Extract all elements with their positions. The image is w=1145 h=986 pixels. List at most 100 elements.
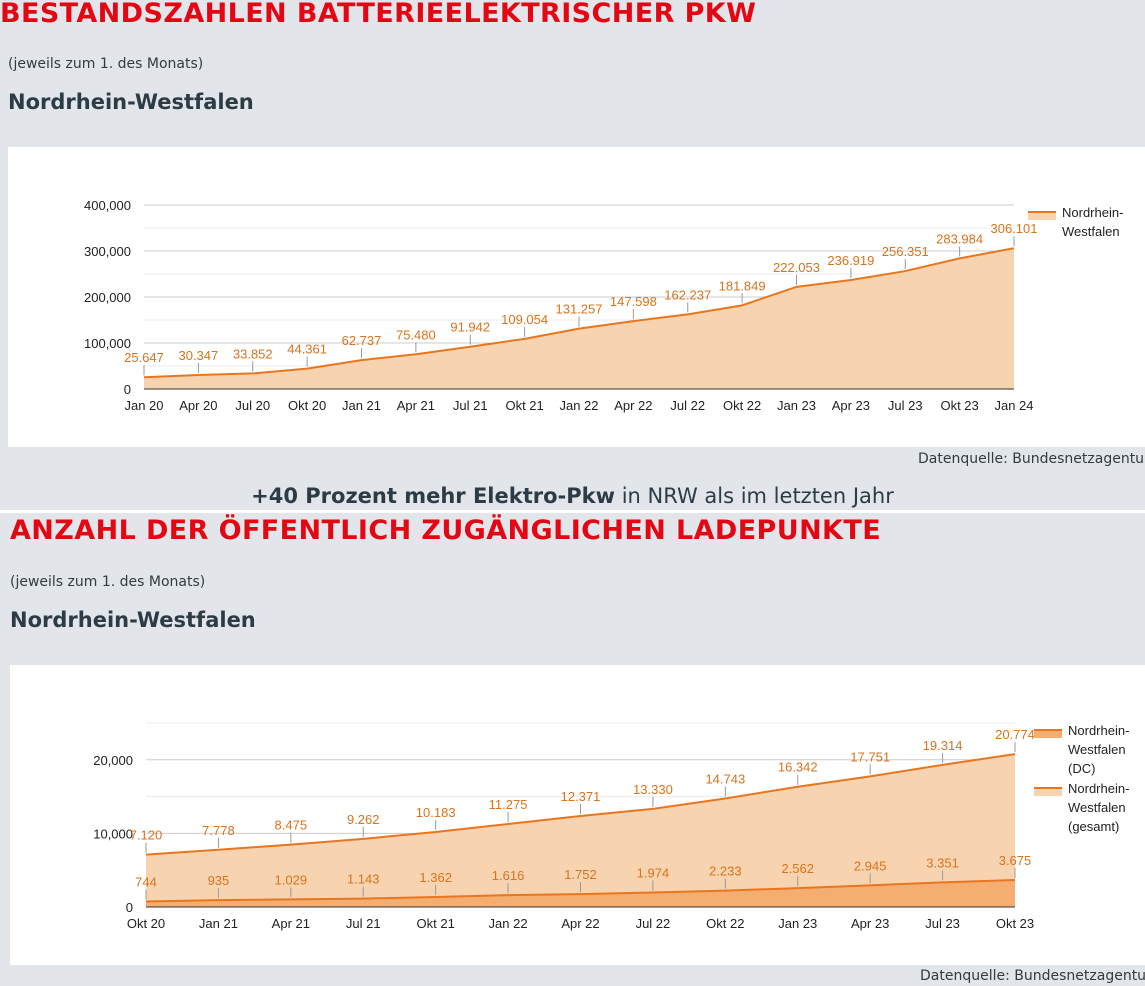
data-label: 10.183 <box>416 805 456 820</box>
data-label: 236.919 <box>827 253 874 268</box>
section-title: ANZAHL DER ÖFFENTLICH ZUGÄNGLICHEN LADEP… <box>10 515 882 546</box>
data-label: 222.053 <box>773 260 820 275</box>
region-title: Nordrhein-Westfalen <box>10 608 256 632</box>
data-label: 11.275 <box>489 797 528 812</box>
series-area <box>144 248 1014 389</box>
data-label: 33.852 <box>233 346 273 361</box>
x-tick-label: Jan 20 <box>124 398 163 413</box>
data-label: 25.647 <box>124 350 164 365</box>
y-tick-label: 0 <box>126 900 133 915</box>
x-tick-label: Jan 23 <box>778 916 817 931</box>
divider <box>0 510 1145 513</box>
y-tick-label: 100,000 <box>84 336 131 351</box>
data-label: 19.314 <box>923 738 963 753</box>
headline-rest: in NRW als im letzten Jahr <box>615 484 894 508</box>
headline: +40 Prozent mehr Elektro-Pkw in NRW als … <box>0 484 1145 508</box>
x-tick-label: Jul 21 <box>346 916 381 931</box>
x-tick-label: Jul 22 <box>670 398 705 413</box>
x-tick-label: Apr 20 <box>179 398 217 413</box>
data-label: 283.984 <box>936 231 983 246</box>
data-source: Datenquelle: Bundesnetzagentur <box>920 968 1145 984</box>
series-line <box>145 878 1016 903</box>
data-label: 2.562 <box>781 861 814 876</box>
data-label: 1.029 <box>275 872 308 887</box>
data-label: 1.616 <box>492 868 525 883</box>
data-label: 62.737 <box>342 333 382 348</box>
x-tick-label: Okt 23 <box>940 398 978 413</box>
legend-swatch <box>1034 730 1062 738</box>
x-tick-label: Apr 23 <box>851 916 889 931</box>
data-label: 17.751 <box>850 749 890 764</box>
x-tick-label: Apr 23 <box>832 398 870 413</box>
data-label: 16.342 <box>778 760 818 775</box>
section-subtitle: (jeweils zum 1. des Monats) <box>8 56 204 72</box>
data-label: 109.054 <box>501 312 548 327</box>
y-tick-label: 400,000 <box>84 198 131 213</box>
section-title: BESTANDSZAHLEN BATTERIEELEKTRISCHER PKW <box>0 0 757 29</box>
data-label: 7.120 <box>130 828 163 843</box>
x-tick-label: Apr 21 <box>397 398 435 413</box>
data-label: 2.945 <box>854 858 887 873</box>
data-label: 2.233 <box>709 864 742 879</box>
legend-swatch <box>1028 212 1056 220</box>
x-tick-label: Jan 24 <box>994 398 1033 413</box>
x-tick-label: Jul 21 <box>453 398 488 413</box>
data-label: 1.974 <box>637 865 670 880</box>
data-label: 12.371 <box>561 789 601 804</box>
data-label: 256.351 <box>882 244 929 259</box>
data-label: 91.942 <box>450 320 490 335</box>
legend-label: Westfalen <box>1068 742 1126 757</box>
x-tick-label: Okt 21 <box>417 916 455 931</box>
x-tick-label: Jul 23 <box>888 398 923 413</box>
data-label: 1.143 <box>347 872 380 887</box>
data-label: 9.262 <box>347 812 380 827</box>
data-label: 181.849 <box>719 278 766 293</box>
data-label: 3.351 <box>926 855 959 870</box>
legend-label: Westfalen <box>1062 224 1120 239</box>
data-label: 30.347 <box>178 348 218 363</box>
data-label: 3.675 <box>999 853 1032 868</box>
x-tick-label: Jan 21 <box>342 398 381 413</box>
chart-charging-points-svg: 0 10,000 20,000 744 935 1.029 1.143 1.362 1.616 1… <box>93 722 1129 931</box>
data-label: 935 <box>208 873 230 888</box>
data-label: 44.361 <box>287 342 327 357</box>
legend-label: Nordrhein- <box>1068 781 1129 796</box>
y-tick-label: 0 <box>124 382 131 397</box>
section-subtitle: (jeweils zum 1. des Monats) <box>10 574 206 590</box>
legend-label: Nordrhein- <box>1062 205 1123 220</box>
x-tick-label: Jul 20 <box>235 398 270 413</box>
x-tick-label: Okt 22 <box>723 398 761 413</box>
section-charging-points: ANZAHL DER ÖFFENTLICH ZUGÄNGLICHEN LADEP… <box>0 513 1145 986</box>
legend-label: Nordrhein- <box>1068 723 1129 738</box>
series-area <box>146 754 1015 907</box>
x-tick-label: Okt 20 <box>127 916 165 931</box>
data-label: 7.778 <box>202 823 235 838</box>
x-tick-label: Jul 23 <box>925 916 960 931</box>
data-label: 1.362 <box>419 870 452 885</box>
data-label: 147.598 <box>610 294 657 309</box>
series-line <box>143 247 1015 379</box>
legend-label: Westfalen <box>1068 800 1126 815</box>
series-area <box>146 879 1015 907</box>
x-tick-label: Okt 23 <box>996 916 1034 931</box>
headline-bold: +40 Prozent mehr Elektro-Pkw <box>251 484 616 508</box>
region-title: Nordrhein-Westfalen <box>8 90 254 114</box>
chart-charging-points: 0 10,000 20,000 744 935 1.029 1.143 1.362 1.616 1… <box>10 665 1145 965</box>
x-tick-label: Jan 23 <box>777 398 816 413</box>
x-tick-label: Apr 21 <box>272 916 310 931</box>
data-label: 20.774 <box>995 727 1035 742</box>
data-label: 75.480 <box>396 327 436 342</box>
data-label: 14.743 <box>705 771 745 786</box>
y-tick-label: 300,000 <box>84 244 131 259</box>
x-tick-label: Apr 22 <box>561 916 599 931</box>
series-line <box>145 753 1016 856</box>
x-tick-label: Okt 22 <box>706 916 744 931</box>
x-tick-label: Jan 22 <box>559 398 598 413</box>
section-bev-stock: BESTANDSZAHLEN BATTERIEELEKTRISCHER PKW … <box>0 0 1145 467</box>
data-label: 306.101 <box>991 221 1038 236</box>
data-label: 131.257 <box>556 302 603 317</box>
x-tick-label: Jan 21 <box>199 916 238 931</box>
chart-bev-stock-svg: 0 100,000 200,000 300,000 400,000 25.647 30.34… <box>84 198 1123 413</box>
data-label: 162.237 <box>664 287 711 302</box>
data-source: Datenquelle: Bundesnetzagentur <box>918 451 1145 467</box>
